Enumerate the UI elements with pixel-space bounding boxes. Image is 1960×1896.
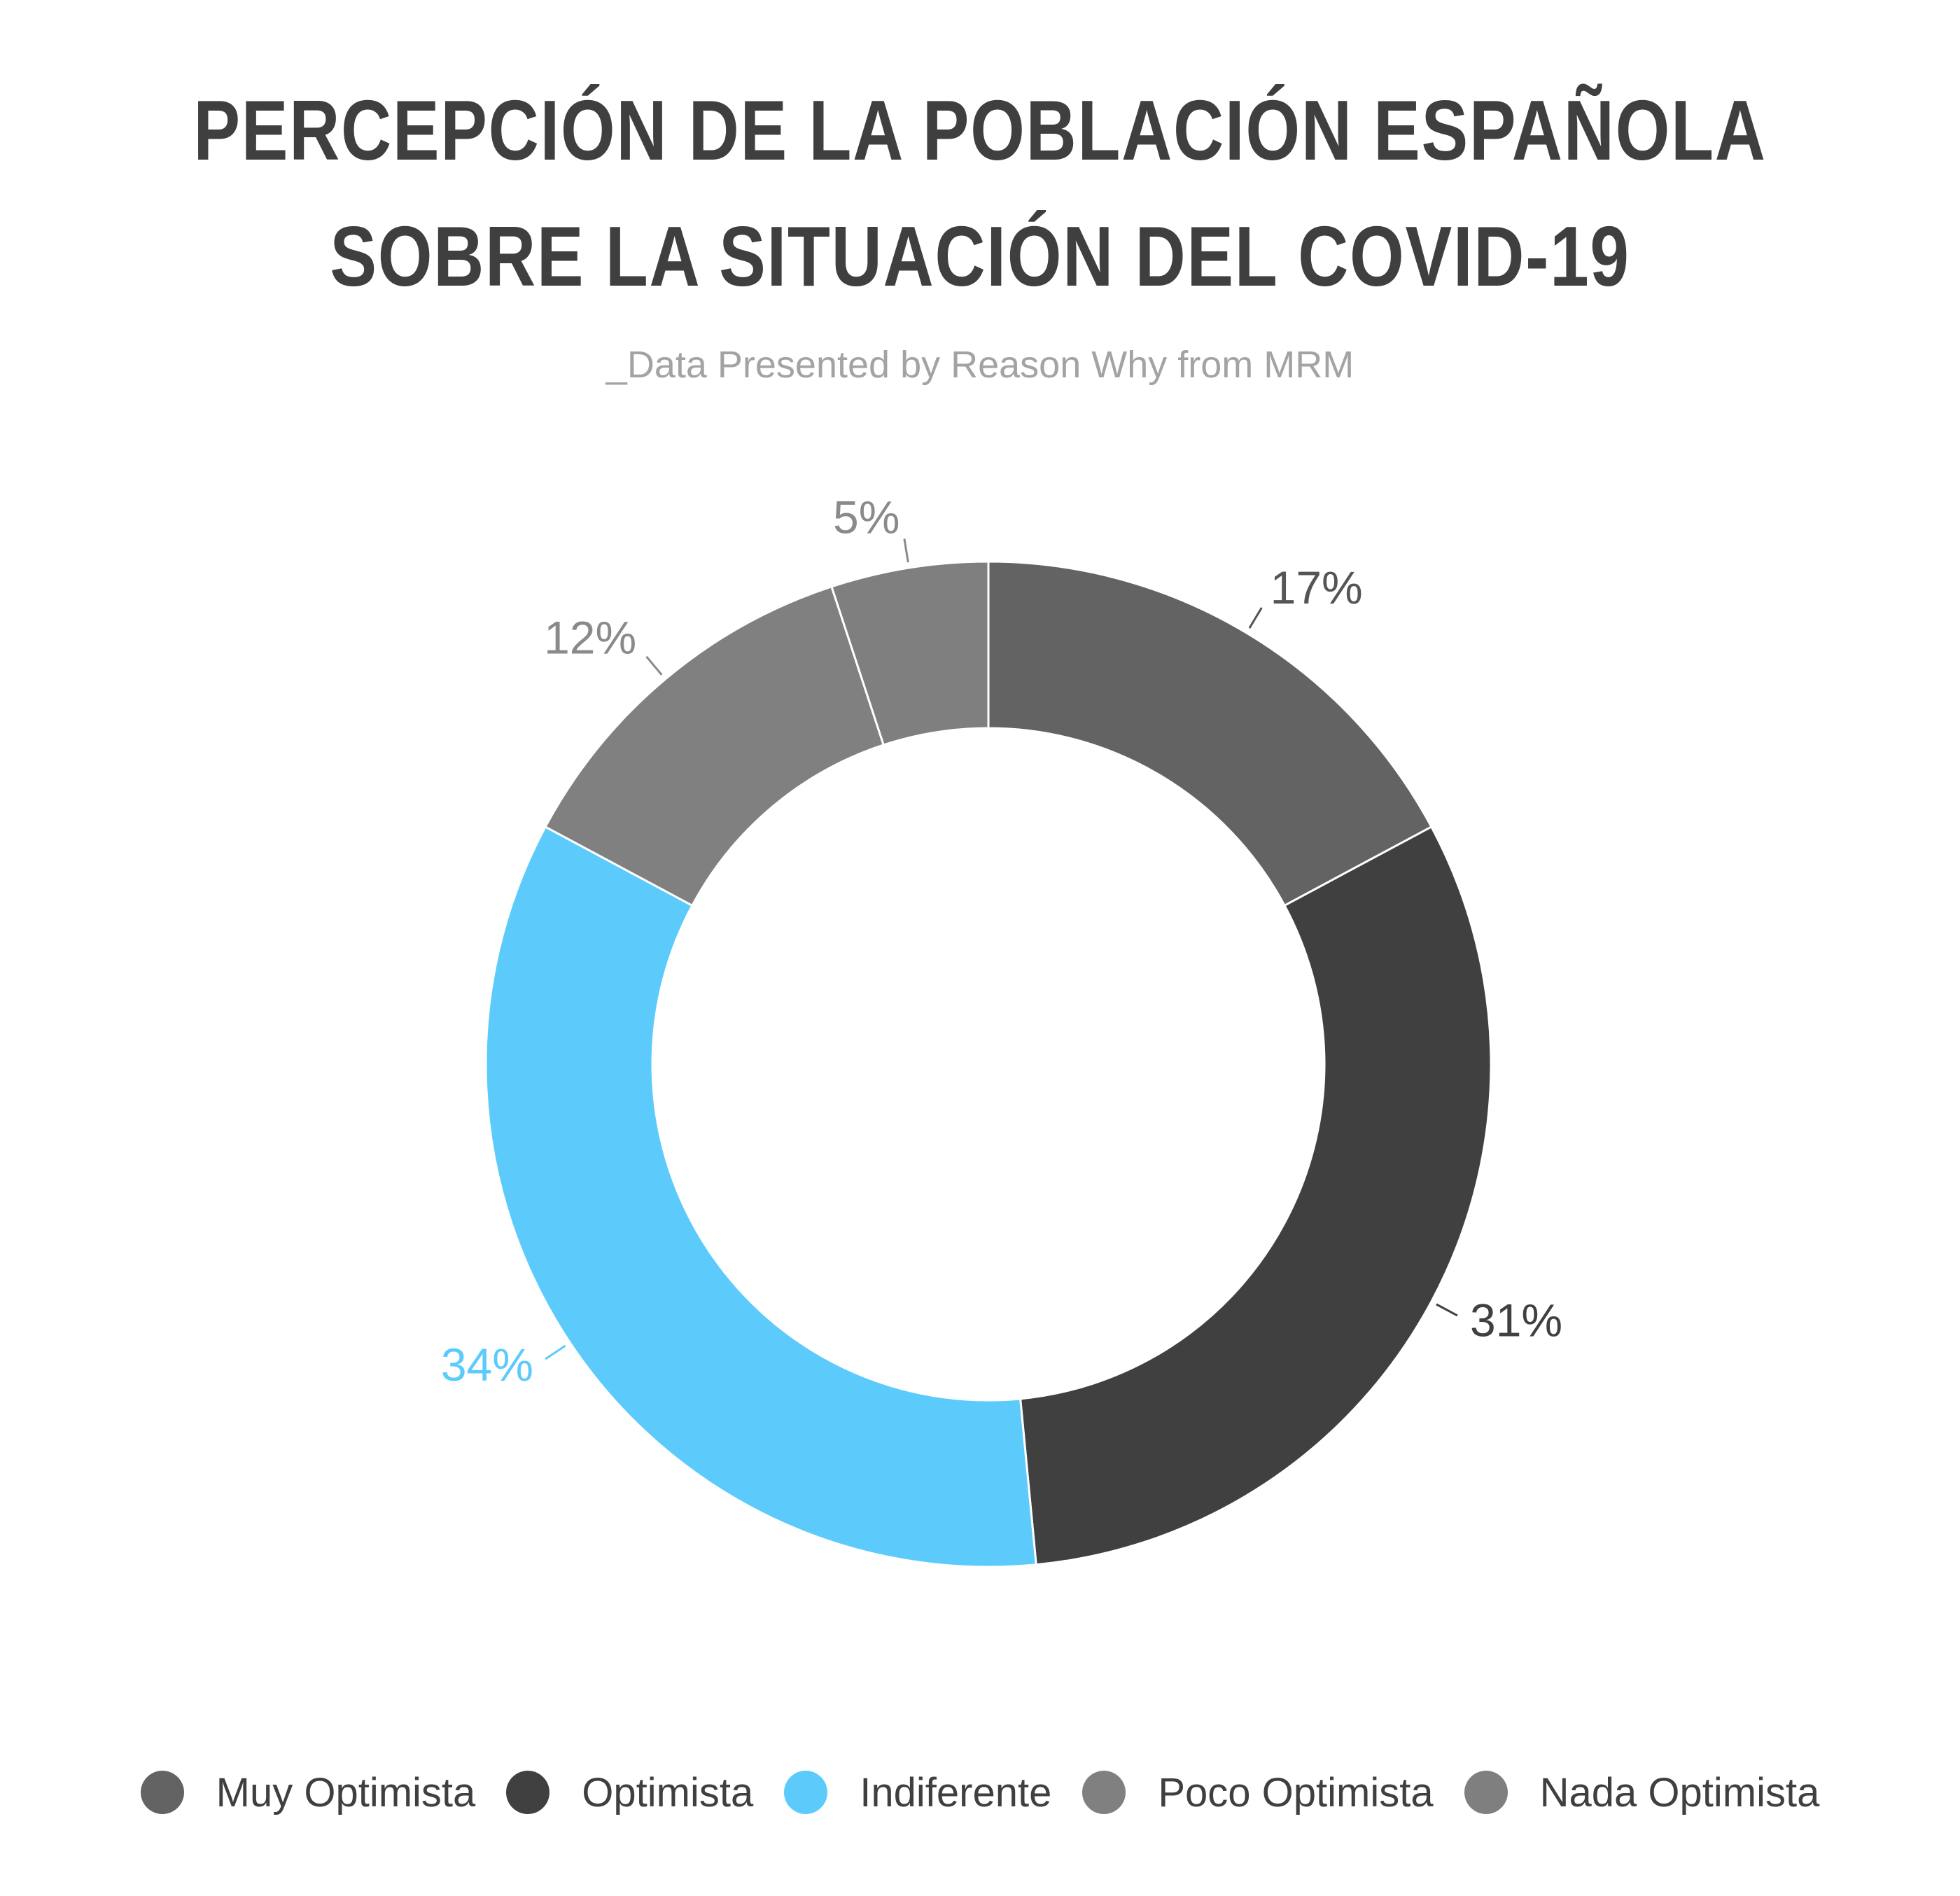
legend-dot-indiferente <box>784 1771 828 1814</box>
legend-dot-nada-optimista <box>1464 1771 1508 1814</box>
legend-item-optimista: Optimista <box>506 1769 753 1816</box>
slice-muy-optimista <box>987 560 1433 907</box>
chart-title-line-1: PERCEPCIÓN DE LA POBLACIÓN ESPAÑOLA <box>193 83 1767 178</box>
chart-subtitle: _Data Presented by Reason Why from MRM <box>606 344 1354 386</box>
pct-label-muy-optimista: 17% <box>1270 562 1363 613</box>
legend-dot-poco-optimista <box>1082 1771 1126 1814</box>
slice-optimista <box>1018 825 1492 1566</box>
chart-legend: Muy Optimista Optimista Indiferente Poco… <box>0 1757 1960 1827</box>
legend-dot-optimista <box>506 1771 550 1814</box>
pct-label-poco-optimista: 12% <box>544 612 636 664</box>
slice-nada-optimista <box>830 560 990 746</box>
legend-label-nada-optimista: Nada Optimista <box>1539 1769 1820 1815</box>
legend-item-muy-optimista: Muy Optimista <box>140 1769 476 1816</box>
legend-label-poco-optimista: Poco Optimista <box>1158 1769 1434 1815</box>
legend-dot-muy-optimista <box>140 1771 184 1814</box>
legend-label-muy-optimista: Muy Optimista <box>216 1769 476 1815</box>
slice-indiferente <box>484 825 1037 1568</box>
leader-line-indiferente <box>545 1344 566 1360</box>
legend-item-indiferente: Indiferente <box>784 1769 1051 1816</box>
pct-label-optimista: 31% <box>1470 1294 1562 1346</box>
chart-title: PERCEPCIÓN DE LA POBLACIÓN ESPAÑOLA SOBR… <box>176 67 1784 319</box>
donut-chart: 17% 31% 34% 12% 5% <box>441 492 1562 1568</box>
legend-item-nada-optimista: Nada Optimista <box>1464 1769 1820 1816</box>
pct-label-indiferente: 34% <box>441 1339 533 1390</box>
leader-line-optimista <box>1436 1303 1458 1317</box>
leader-line-poco-optimista <box>645 655 663 676</box>
legend-label-indiferente: Indiferente <box>860 1769 1052 1815</box>
legend-item-poco-optimista: Poco Optimista <box>1082 1769 1434 1816</box>
legend-label-optimista: Optimista <box>582 1769 754 1815</box>
leader-line-nada-optimista <box>903 538 909 563</box>
leader-line-muy-optimista <box>1248 607 1263 629</box>
pct-label-nada-optimista: 5% <box>833 492 899 543</box>
chart-title-line-2: SOBRE LA SITUACIÓN DEL COVID-19 <box>330 209 1630 304</box>
